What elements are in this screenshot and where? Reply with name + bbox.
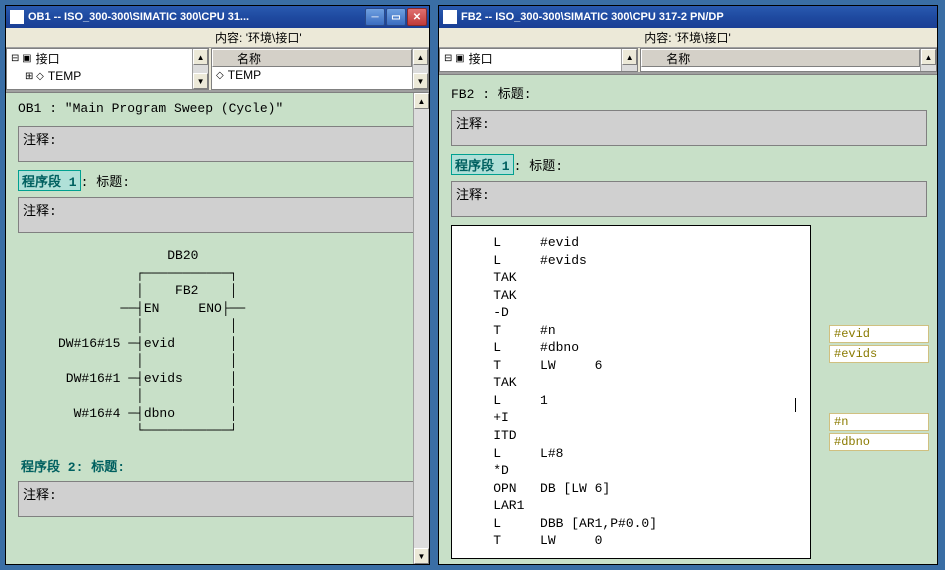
stl-code-box[interactable]: L #evid L #evids TAK TAK -D T #n L #dbno… <box>451 225 811 559</box>
title-ob1: OB1 -- ISO_300-300\SIMATIC 300\CPU 31... <box>28 11 365 23</box>
window-ob1: OB1 -- ISO_300-300\SIMATIC 300\CPU 31...… <box>5 5 430 565</box>
content-path-row-r: 内容: '环境\接口' <box>439 28 937 48</box>
close-button[interactable]: ✕ <box>407 8 427 26</box>
minimize-button[interactable]: ─ <box>365 8 385 26</box>
tree-scrollbar[interactable]: ▲▼ <box>192 49 208 89</box>
maximize-button[interactable]: ▭ <box>386 8 406 26</box>
comment-box-r2[interactable]: 注释: <box>451 181 927 217</box>
comment-box-3[interactable]: 注释: <box>18 481 419 517</box>
variable-list: #evid #evids #n #dbno <box>829 325 929 453</box>
tree-root[interactable]: ⊟ ▣接口 <box>7 49 192 68</box>
app-icon <box>443 10 457 24</box>
seg1-label-r[interactable]: 程序段 1 <box>451 154 514 175</box>
grid-row-temp[interactable]: ◇TEMP <box>212 67 412 83</box>
content-path-label-r: 内容: '环境\接口' <box>638 29 737 46</box>
stl-code: L #evid L #evids TAK TAK -D T #n L #dbno… <box>462 235 657 548</box>
comment-box-r1[interactable]: 注释: <box>451 110 927 146</box>
var-evid[interactable]: #evid <box>829 325 929 343</box>
col-name-header: 名称 <box>233 50 261 67</box>
content-path-label: 内容: '环境\接口' <box>209 29 308 46</box>
seg1-label[interactable]: 程序段 1 <box>18 170 81 191</box>
fb2-header: FB2 : 标题: <box>451 83 927 102</box>
titlebar-fb2[interactable]: FB2 -- ISO_300-300\SIMATIC 300\CPU 317-2… <box>439 6 937 28</box>
window-fb2: FB2 -- ISO_300-300\SIMATIC 300\CPU 317-2… <box>438 5 938 565</box>
split-top-r: ⊟ ▣接口 ▲ 名称 ▲ <box>439 48 937 74</box>
content-scrollbar[interactable]: ▲▼ <box>413 93 429 564</box>
fb-diagram: DB20 ┌───────────┐ │ FB2 │ ──┤EN ENO├── … <box>58 247 419 440</box>
seg1-header-r: 程序段 1: 标题: <box>451 154 927 175</box>
col-name-header-r: 名称 <box>662 50 690 67</box>
var-dbno[interactable]: #dbno <box>829 433 929 451</box>
tree-temp[interactable]: ⊞ ◇TEMP <box>7 68 192 84</box>
comment-box-2[interactable]: 注释: <box>18 197 419 233</box>
tree-scrollbar-r[interactable]: ▲ <box>621 49 637 71</box>
grid-scrollbar-r[interactable]: ▲ <box>920 49 936 71</box>
comment-box-1[interactable]: 注释: <box>18 126 419 162</box>
split-top: ⊟ ▣接口 ⊞ ◇TEMP ▲▼ 名称 ◇TEMP ▲▼ <box>6 48 429 92</box>
var-evids[interactable]: #evids <box>829 345 929 363</box>
app-icon <box>10 10 24 24</box>
tree-root-r[interactable]: ⊟ ▣接口 <box>440 49 621 68</box>
var-n[interactable]: #n <box>829 413 929 431</box>
seg2-label: 程序段 2: 标题: <box>18 456 128 475</box>
grid-scrollbar[interactable]: ▲▼ <box>412 49 428 89</box>
text-cursor-icon <box>795 398 796 412</box>
titlebar-ob1[interactable]: OB1 -- ISO_300-300\SIMATIC 300\CPU 31...… <box>6 6 429 28</box>
content-path-row: 内容: '环境\接口' <box>6 28 429 48</box>
title-fb2: FB2 -- ISO_300-300\SIMATIC 300\CPU 317-2… <box>461 11 935 23</box>
seg1-header: 程序段 1: 标题: <box>18 170 419 191</box>
content-area-r: FB2 : 标题: 注释: 程序段 1: 标题: 注释: L #evid L #… <box>439 74 937 564</box>
ob1-header: OB1 : "Main Program Sweep (Cycle)" <box>18 101 419 116</box>
seg2-header: 程序段 2: 标题: <box>18 456 419 475</box>
